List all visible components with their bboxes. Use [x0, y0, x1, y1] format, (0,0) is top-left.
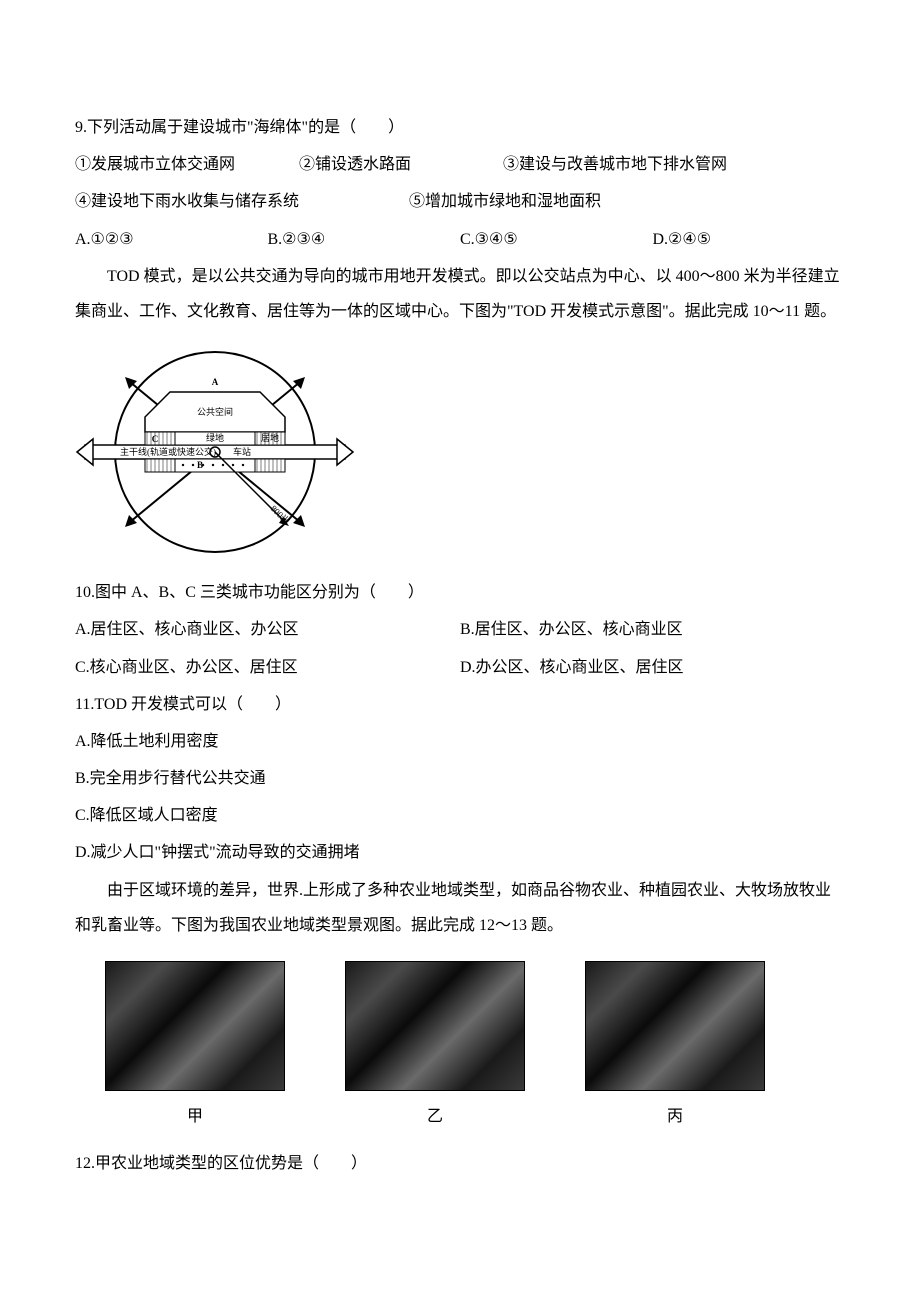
q10-row1: A.居住区、核心商业区、办公区 B.居住区、办公区、核心商业区: [75, 612, 845, 647]
image-jia: [105, 961, 285, 1091]
passage-tod: TOD 模式，是以公共交通为导向的城市用地开发模式。即以公交站点为中心、以 40…: [75, 259, 845, 329]
q10-opt-b: B.居住区、办公区、核心商业区: [460, 612, 845, 647]
diagram-label-green: 绿地: [206, 432, 224, 443]
caption-yi: 乙: [345, 1099, 525, 1134]
q9-opt-a: A.①②③: [75, 222, 268, 257]
q9-opt-b: B.②③④: [268, 222, 461, 257]
diagram-label-a: A: [212, 377, 219, 387]
q9-items-row2: ④建设地下雨水收集与储存系统 ⑤增加城市绿地和湿地面积: [75, 184, 845, 219]
tod-diagram: A 公共空间 C 绿地 居地 B 车站 主干线(轨道或快速公交) 800米: [75, 337, 355, 567]
q10-opt-d: D.办公区、核心商业区、居住区: [460, 650, 845, 685]
q10-opt-c: C.核心商业区、办公区、居住区: [75, 650, 460, 685]
q11-opt-a: A.降低土地利用密度: [75, 724, 845, 759]
q9-opt-d: D.②④⑤: [653, 222, 846, 257]
q9-item1: ①发展城市立体交通网: [75, 147, 295, 182]
q11-stem: 11.TOD 开发模式可以（ ）: [75, 687, 845, 722]
q11-opt-d: D.减少人口"钟摆式"流动导致的交通拥堵: [75, 835, 845, 870]
diagram-label-housing: 居地: [261, 432, 279, 443]
q10-stem: 10.图中 A、B、C 三类城市功能区分别为（ ）: [75, 575, 845, 610]
q12-stem: 12.甲农业地域类型的区位优势是（ ）: [75, 1146, 845, 1181]
q9-item5: ⑤增加城市绿地和湿地面积: [409, 193, 601, 210]
diagram-label-station: 车站: [233, 446, 251, 457]
diagram-label-trunk: 主干线(轨道或快速公交): [120, 446, 216, 457]
agri-images: [105, 961, 845, 1091]
diagram-label-publicspace: 公共空间: [197, 406, 233, 417]
diagram-label-b: B: [197, 460, 203, 470]
q9-options: A.①②③ B.②③④ C.③④⑤ D.②④⑤: [75, 222, 845, 257]
q9-opt-c: C.③④⑤: [460, 222, 653, 257]
q9-item4: ④建设地下雨水收集与储存系统: [75, 184, 405, 219]
passage-agri: 由于区域环境的差异，世界.上形成了多种农业地域类型，如商品谷物农业、种植园农业、…: [75, 873, 845, 943]
caption-bing: 丙: [585, 1099, 765, 1134]
image-bing: [585, 961, 765, 1091]
caption-jia: 甲: [105, 1099, 285, 1134]
q10-opt-a: A.居住区、核心商业区、办公区: [75, 612, 460, 647]
q9-item3: ③建设与改善城市地下排水管网: [503, 156, 727, 173]
diagram-label-c: C: [152, 434, 159, 444]
q11-opt-c: C.降低区域人口密度: [75, 798, 845, 833]
q9-stem: 9.下列活动属于建设城市"海绵体"的是（ ）: [75, 110, 845, 145]
agri-captions: 甲 乙 丙: [105, 1099, 845, 1134]
q11-opt-b: B.完全用步行替代公共交通: [75, 761, 845, 796]
q9-items-row1: ①发展城市立体交通网 ②铺设透水路面 ③建设与改善城市地下排水管网: [75, 147, 845, 182]
q10-row2: C.核心商业区、办公区、居住区 D.办公区、核心商业区、居住区: [75, 650, 845, 685]
q9-item2: ②铺设透水路面: [299, 147, 499, 182]
image-yi: [345, 961, 525, 1091]
